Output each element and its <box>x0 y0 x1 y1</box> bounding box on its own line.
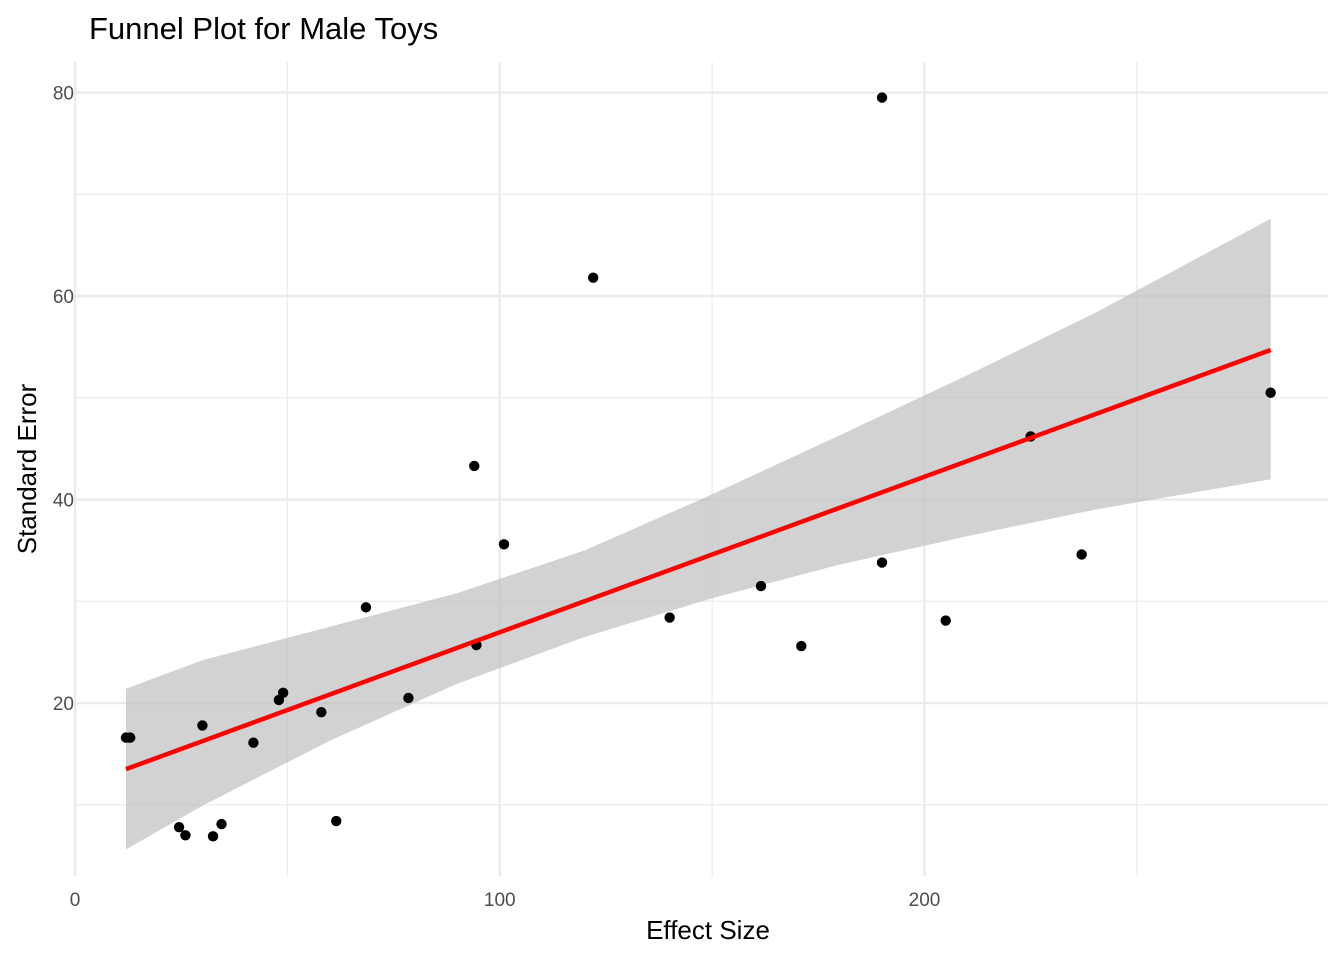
data-point <box>207 831 219 842</box>
data-point <box>1265 387 1276 398</box>
data-point <box>587 272 599 283</box>
data-point <box>277 687 289 699</box>
data-point <box>664 612 675 623</box>
x-tick-label: 0 <box>70 890 81 911</box>
data-point <box>940 615 951 626</box>
data-point <box>173 821 185 833</box>
y-tick-label: 40 <box>53 491 74 512</box>
data-point <box>876 92 888 103</box>
data-point <box>197 720 208 731</box>
y-axis-title: Standard Error <box>12 383 42 554</box>
confidence-band-layer <box>126 218 1271 850</box>
data-point <box>876 557 888 568</box>
data-point <box>248 737 259 748</box>
y-tick-label: 60 <box>53 287 74 308</box>
y-tick-label: 20 <box>53 694 74 715</box>
x-axis-ticks: 0 100 200 <box>70 890 941 911</box>
chart-title: Funnel Plot for Male Toys <box>89 11 438 46</box>
points-layer <box>120 92 1276 842</box>
data-point <box>331 815 342 827</box>
fit-line <box>125 347 1272 772</box>
y-tick-label: 80 <box>53 84 74 105</box>
y-axis-ticks: 20 40 60 80 <box>53 84 74 716</box>
data-point <box>1076 549 1087 560</box>
confidence-band <box>126 218 1271 850</box>
data-point <box>796 640 807 652</box>
data-point <box>498 539 510 550</box>
data-point <box>755 580 767 592</box>
data-point <box>403 692 414 704</box>
data-point <box>360 602 372 613</box>
data-point <box>316 706 327 718</box>
data-point <box>180 830 191 841</box>
x-tick-label: 100 <box>484 890 516 911</box>
data-point <box>469 460 480 472</box>
x-tick-label: 200 <box>909 890 941 911</box>
data-point <box>125 732 136 743</box>
data-point <box>216 818 227 830</box>
fit-line-layer <box>125 347 1272 772</box>
x-axis-title: Effect Size <box>646 915 770 945</box>
